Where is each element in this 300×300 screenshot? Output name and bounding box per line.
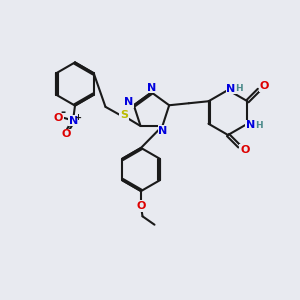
Text: +: + (74, 113, 81, 122)
Text: O: O (54, 113, 63, 124)
Text: O: O (260, 81, 269, 91)
Text: H: H (236, 84, 243, 93)
Text: N: N (246, 120, 255, 130)
Text: O: O (62, 129, 71, 140)
Text: N: N (226, 83, 236, 94)
Text: S: S (120, 110, 128, 120)
Text: -: - (60, 106, 66, 119)
Text: H: H (255, 121, 263, 130)
Text: O: O (240, 145, 250, 155)
Text: N: N (69, 116, 78, 126)
Text: N: N (124, 97, 133, 107)
Text: O: O (136, 201, 146, 211)
Text: N: N (158, 126, 168, 136)
Text: N: N (147, 82, 156, 93)
